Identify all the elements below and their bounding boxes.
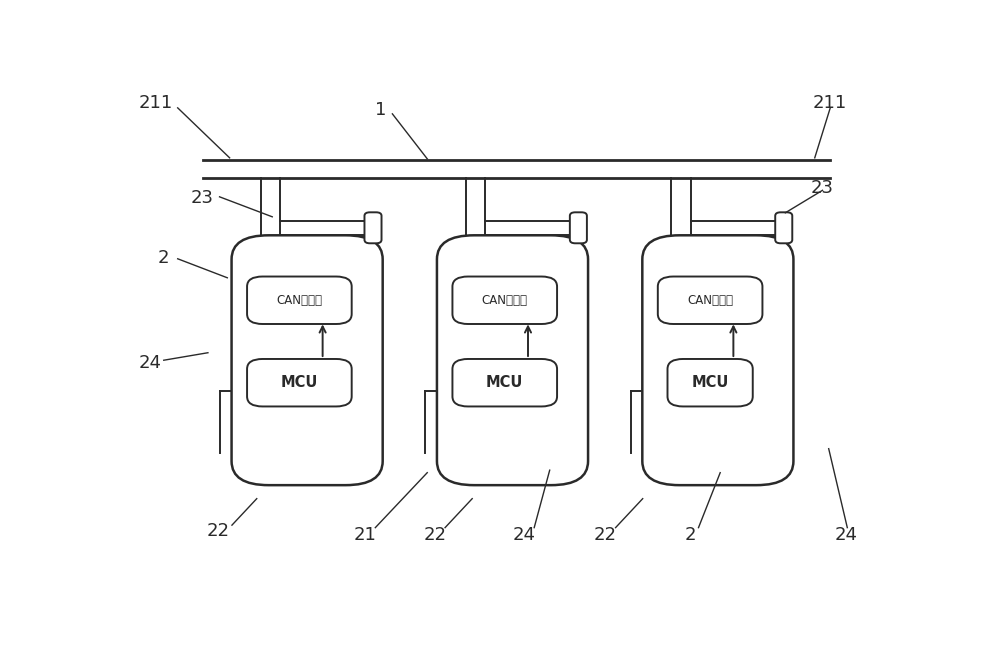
Text: CAN收发器: CAN收发器 — [482, 294, 528, 307]
Text: 1: 1 — [375, 101, 386, 119]
FancyBboxPatch shape — [642, 236, 793, 485]
FancyBboxPatch shape — [247, 276, 352, 324]
Text: 211: 211 — [139, 94, 173, 112]
Text: 24: 24 — [513, 526, 536, 544]
Text: CAN收发器: CAN收发器 — [687, 294, 733, 307]
Text: 22: 22 — [207, 522, 230, 540]
Text: 23: 23 — [191, 189, 214, 207]
FancyBboxPatch shape — [452, 276, 557, 324]
FancyBboxPatch shape — [668, 359, 753, 406]
Text: 211: 211 — [813, 94, 847, 112]
FancyBboxPatch shape — [775, 212, 792, 243]
Text: 24: 24 — [834, 526, 857, 544]
Text: 22: 22 — [424, 526, 446, 544]
FancyBboxPatch shape — [437, 236, 588, 485]
Text: 24: 24 — [138, 354, 161, 372]
FancyBboxPatch shape — [232, 236, 383, 485]
FancyBboxPatch shape — [570, 212, 587, 243]
Text: CAN收发器: CAN收发器 — [276, 294, 322, 307]
FancyBboxPatch shape — [247, 359, 352, 406]
Text: 21: 21 — [354, 526, 377, 544]
Text: 22: 22 — [594, 526, 617, 544]
Text: MCU: MCU — [691, 375, 729, 390]
Text: MCU: MCU — [281, 375, 318, 390]
Text: 2: 2 — [685, 526, 696, 544]
FancyBboxPatch shape — [658, 276, 762, 324]
Text: MCU: MCU — [486, 375, 523, 390]
Text: 23: 23 — [811, 179, 834, 197]
FancyBboxPatch shape — [364, 212, 382, 243]
FancyBboxPatch shape — [452, 359, 557, 406]
Text: 2: 2 — [158, 249, 170, 267]
